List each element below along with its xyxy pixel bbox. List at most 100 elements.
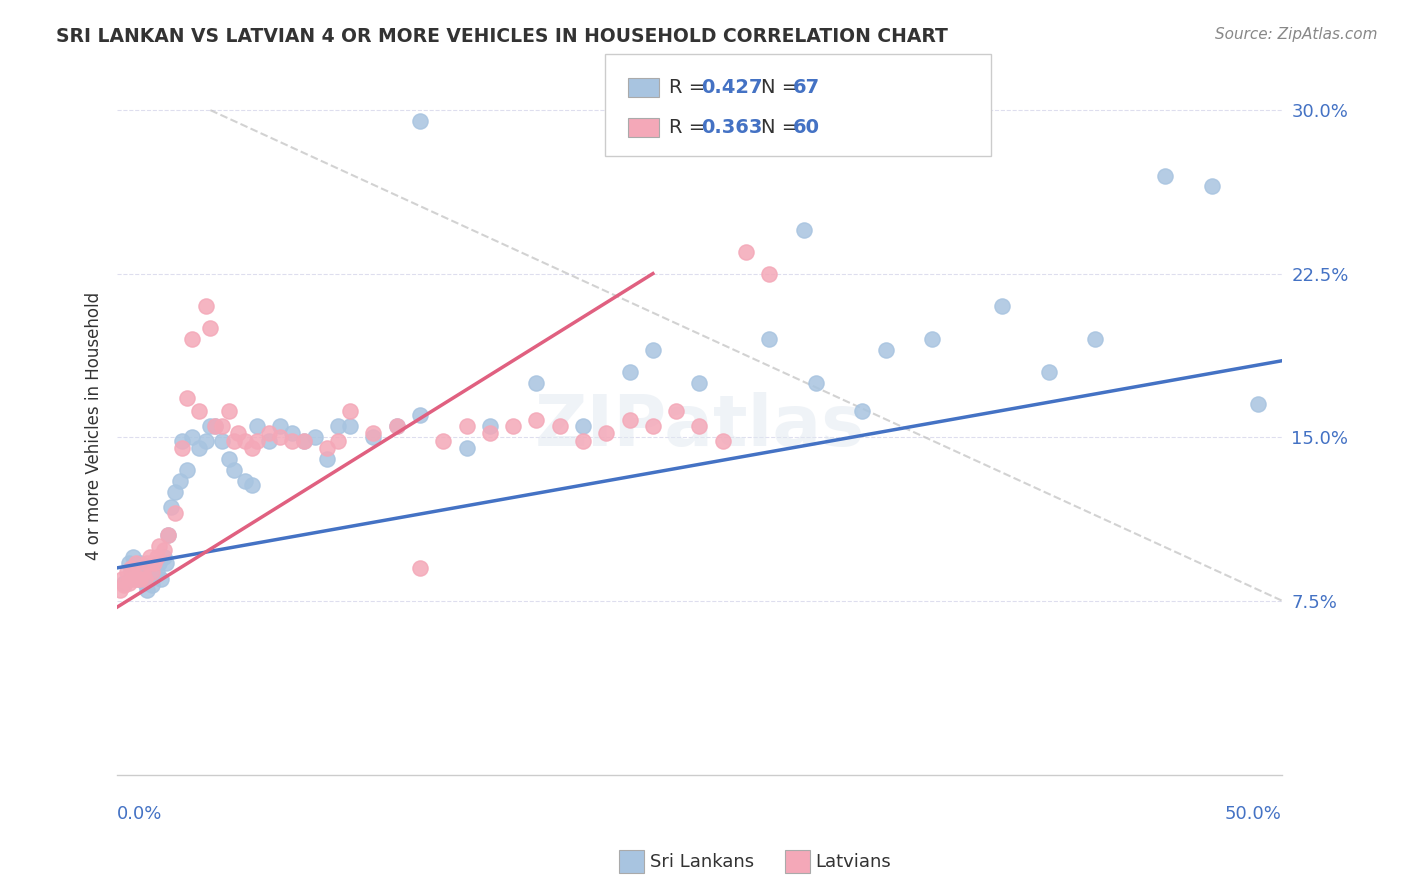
Point (456, 441, 478, 455)
Point (132, 572, 155, 586)
Text: Source: ZipAtlas.com: Source: ZipAtlas.com (1215, 27, 1378, 42)
Y-axis label: 4 or more Vehicles in Household: 4 or more Vehicles in Household (86, 292, 103, 560)
Point (385, 419, 408, 434)
Point (165, 484, 187, 499)
Point (1247, 397, 1270, 411)
Point (187, 441, 209, 455)
Point (176, 391, 198, 405)
Point (688, 376, 710, 390)
Point (641, 419, 664, 434)
Point (200, 321, 222, 335)
Point (143, 561, 166, 575)
Point (269, 419, 291, 434)
Point (315, 441, 337, 455)
Point (478, 419, 501, 434)
Point (572, 419, 595, 434)
Point (157, 528, 180, 542)
Point (641, 343, 664, 357)
Point (204, 419, 226, 434)
Point (478, 425, 501, 440)
Point (502, 419, 524, 434)
Point (180, 332, 202, 346)
Point (409, 114, 432, 128)
Point (619, 412, 641, 426)
Text: 67: 67 (793, 78, 820, 97)
Point (148, 557, 170, 571)
Point (176, 463, 198, 477)
Point (385, 419, 408, 434)
Point (218, 404, 240, 418)
Point (257, 434, 280, 449)
Text: N =: N = (761, 78, 804, 97)
Point (180, 430, 202, 444)
Point (218, 451, 240, 466)
Point (240, 478, 263, 492)
Point (758, 267, 780, 281)
Text: Latvians: Latvians (815, 853, 891, 871)
Point (108, 582, 131, 597)
Point (112, 576, 135, 591)
Point (875, 343, 897, 357)
Point (134, 572, 156, 586)
Point (152, 549, 174, 564)
Point (143, 557, 166, 571)
Point (132, 566, 155, 580)
Point (125, 557, 148, 571)
Point (711, 434, 734, 449)
Point (921, 332, 943, 346)
Point (363, 425, 385, 440)
Text: 50.0%: 50.0% (1225, 805, 1282, 823)
Point (526, 412, 548, 426)
Point (155, 557, 177, 571)
Point (292, 434, 315, 449)
Text: N =: N = (761, 118, 804, 137)
Text: 0.427: 0.427 (702, 78, 763, 97)
Point (129, 557, 152, 571)
Point (127, 566, 149, 580)
Point (339, 404, 361, 418)
Point (159, 500, 181, 514)
Point (793, 223, 815, 237)
Point (111, 572, 134, 586)
Point (141, 566, 163, 580)
Point (233, 474, 256, 488)
Text: 60: 60 (793, 118, 820, 137)
Text: R =: R = (669, 118, 711, 137)
Point (233, 434, 256, 449)
Point (122, 549, 145, 564)
Point (688, 419, 710, 434)
Point (139, 572, 162, 586)
Point (1154, 169, 1177, 183)
Point (281, 434, 304, 449)
Point (432, 434, 454, 449)
Point (1201, 179, 1223, 194)
Point (112, 578, 135, 592)
Point (339, 419, 361, 434)
Point (150, 572, 173, 586)
Point (129, 572, 152, 586)
Point (204, 419, 226, 434)
Point (115, 566, 138, 580)
Point (363, 430, 385, 444)
Point (211, 434, 233, 449)
Point (125, 572, 148, 586)
Text: Sri Lankans: Sri Lankans (650, 853, 754, 871)
Point (146, 566, 169, 580)
Point (851, 404, 873, 418)
Point (226, 425, 249, 440)
Text: R =: R = (669, 78, 711, 97)
Point (222, 434, 245, 449)
Point (991, 299, 1014, 313)
Point (118, 557, 141, 571)
Point (572, 434, 595, 449)
Text: SRI LANKAN VS LATVIAN 4 OR MORE VEHICLES IN HOUSEHOLD CORRELATION CHART: SRI LANKAN VS LATVIAN 4 OR MORE VEHICLES… (56, 27, 948, 45)
Point (169, 474, 191, 488)
Point (146, 549, 169, 564)
Point (165, 507, 187, 521)
Point (194, 299, 217, 313)
Point (152, 543, 174, 558)
Point (240, 441, 263, 455)
Point (127, 572, 149, 586)
Point (409, 561, 432, 575)
Point (1084, 332, 1107, 346)
